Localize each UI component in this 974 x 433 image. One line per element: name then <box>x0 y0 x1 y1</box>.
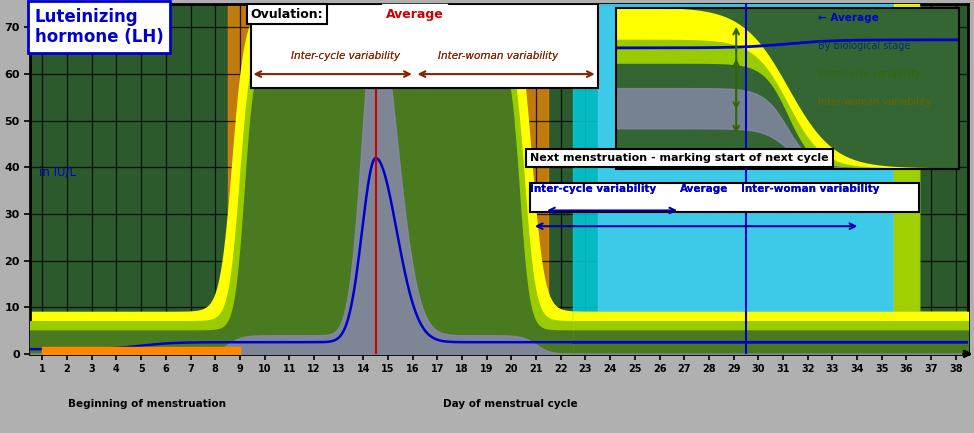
FancyBboxPatch shape <box>530 182 919 212</box>
Text: Day of menstrual cycle: Day of menstrual cycle <box>443 399 578 409</box>
Text: Next menstruation - marking start of next cycle: Next menstruation - marking start of nex… <box>530 153 829 163</box>
Text: By biological stage: By biological stage <box>818 41 911 51</box>
Text: Inter-cycle variability: Inter-cycle variability <box>291 52 400 61</box>
Text: Average: Average <box>680 184 729 194</box>
Text: Inter-woman variability: Inter-woman variability <box>741 184 880 194</box>
Text: Inter-woman variability: Inter-woman variability <box>818 97 931 107</box>
Text: Average: Average <box>680 184 729 194</box>
Bar <box>228 4 548 354</box>
Text: Beginning of menstruation: Beginning of menstruation <box>67 399 226 409</box>
Text: ← Average: ← Average <box>818 13 879 23</box>
Text: Inter-woman variability: Inter-woman variability <box>741 184 880 194</box>
Text: Inter-woman variability: Inter-woman variability <box>438 52 558 61</box>
Text: Inter-woman variability: Inter-woman variability <box>438 52 558 61</box>
Text: Luteinizing
hormone (LH): Luteinizing hormone (LH) <box>35 8 164 46</box>
Text: Ovulation:: Ovulation: <box>250 8 323 21</box>
Text: Inter-cycle variability: Inter-cycle variability <box>530 184 656 194</box>
Text: in IU/L: in IU/L <box>40 165 77 178</box>
Text: Inter-cycle variability: Inter-cycle variability <box>530 184 656 194</box>
Text: Inter-cycle variability: Inter-cycle variability <box>818 69 920 79</box>
Text: Average: Average <box>386 8 443 21</box>
FancyBboxPatch shape <box>250 4 598 88</box>
Text: Inter-cycle variability: Inter-cycle variability <box>291 52 400 61</box>
